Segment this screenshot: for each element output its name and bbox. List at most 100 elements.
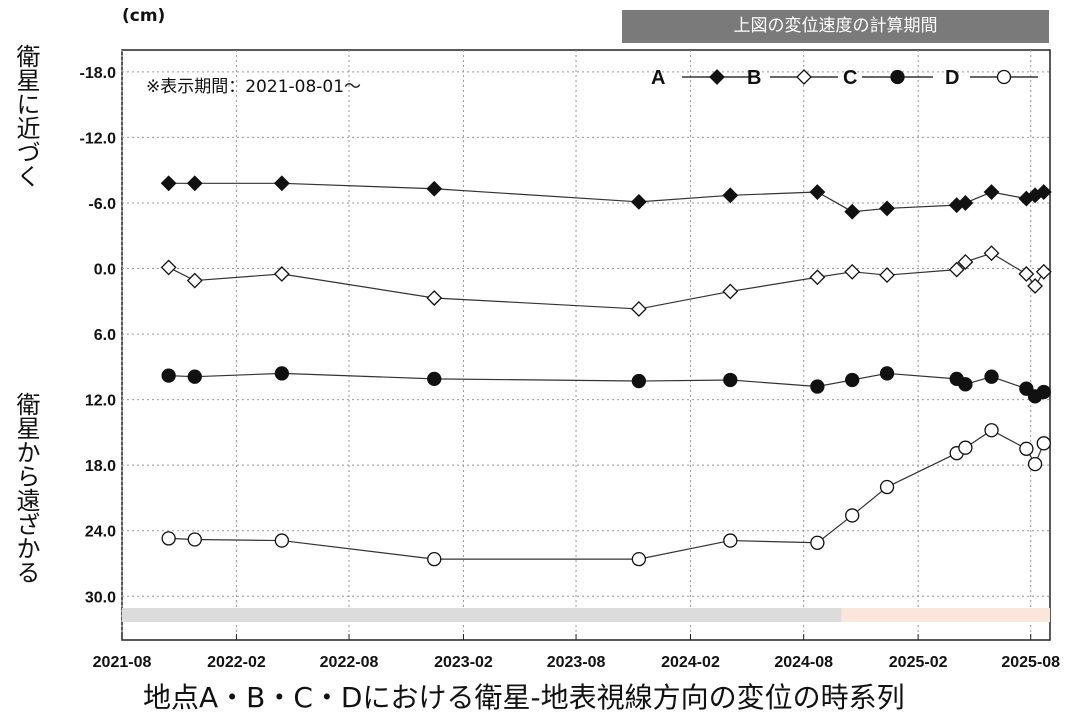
data-point-marker: [810, 379, 825, 394]
data-point-marker: [274, 366, 289, 381]
data-point-marker: [186, 175, 203, 192]
data-point-marker: [161, 368, 176, 383]
chart-caption: 地点A・B・C・Dにおける衛星-地表視線方向の変位の時系列: [143, 681, 905, 714]
y-tick-label: -6.0: [88, 196, 116, 213]
x-tick-label: 2023-08: [547, 654, 606, 671]
x-tick-label: 2022-02: [207, 654, 266, 671]
data-point-marker: [1018, 266, 1035, 282]
data-point-marker: [1036, 436, 1051, 451]
x-tick-label: 2024-02: [661, 654, 720, 671]
plot-frame: [121, 49, 1051, 641]
data-point-marker: [160, 175, 177, 192]
period-bar: [122, 608, 842, 622]
data-point-marker: [996, 69, 1012, 85]
data-point-marker: [984, 423, 999, 438]
series-layer: [160, 175, 1052, 567]
data-point-marker: [809, 184, 826, 200]
x-tick-label: 2025-02: [889, 654, 948, 671]
y-tick-label: -18.0: [80, 65, 117, 82]
data-point-marker: [722, 283, 739, 300]
data-point-marker: [426, 180, 443, 197]
y-axis-label-recede: 衛星から遠ざかる: [12, 392, 40, 584]
axis-ticks: -18.0 -12.0 -6.0 0.0 6.0 12.0 18.0 24.0 30.0 2021…: [80, 65, 1061, 671]
data-point-marker: [1027, 456, 1043, 472]
series-B: [160, 245, 1052, 317]
data-point-marker: [845, 372, 860, 388]
series-line: [168, 182, 1044, 213]
data-point-marker: [957, 254, 974, 270]
data-point-marker: [630, 193, 647, 210]
data-point-marker: [1027, 278, 1043, 294]
data-point-marker: [983, 245, 1000, 262]
data-point-marker: [723, 372, 738, 388]
y-unit-label: (cm): [122, 6, 166, 26]
data-point-marker: [1019, 441, 1034, 456]
data-point-marker: [723, 533, 738, 548]
data-point-marker: [631, 551, 647, 567]
data-point-marker: [879, 267, 895, 283]
legend-label: A: [651, 67, 665, 89]
y-tick-label: 24.0: [85, 524, 116, 541]
data-point-marker: [1035, 184, 1052, 200]
data-point-marker: [879, 479, 895, 495]
x-tick-label: 2021-08: [93, 654, 152, 671]
y-tick-label: -12.0: [80, 130, 117, 147]
data-point-marker: [890, 69, 905, 85]
y-tick-label: 12.0: [85, 393, 116, 410]
series-line: [168, 372, 1045, 398]
data-point-marker: [844, 263, 861, 280]
data-point-marker: [426, 290, 443, 306]
legend-label: D: [945, 67, 959, 89]
y-tick-label: 18.0: [85, 458, 116, 475]
data-point-marker: [879, 366, 895, 381]
series-line: [168, 429, 1045, 560]
data-point-marker: [427, 551, 442, 567]
data-point-marker: [984, 369, 999, 384]
display-period-annotation: ※表示期間：2021-08-01～: [146, 77, 361, 97]
x-tick-label: 2023-02: [434, 654, 493, 671]
data-point-marker: [810, 535, 825, 550]
data-point-marker: [879, 200, 895, 217]
data-point-marker: [983, 184, 1000, 200]
data-point-marker: [845, 508, 860, 523]
data-point-marker: [722, 187, 739, 204]
y-tick-label: 6.0: [94, 327, 116, 344]
period-bars: [122, 608, 1050, 622]
data-point-marker: [630, 301, 647, 317]
data-point-marker: [958, 377, 973, 392]
legend-label: B: [747, 67, 761, 89]
series-line: [168, 252, 1045, 310]
x-tick-label: 2024-08: [774, 654, 833, 671]
y-tick-label: 30.0: [85, 589, 116, 606]
data-point-marker: [187, 369, 202, 384]
data-point-marker: [709, 69, 725, 85]
x-tick-label: 2025-08: [1001, 654, 1060, 671]
data-point-marker: [958, 440, 973, 455]
data-point-marker: [160, 259, 177, 276]
data-point-marker: [273, 175, 290, 192]
series-A: [160, 175, 1052, 220]
data-point-marker: [273, 266, 290, 282]
y-tick-label: 0.0: [94, 262, 116, 279]
data-point-marker: [427, 371, 442, 387]
data-point-marker: [1036, 384, 1051, 400]
period-bar: [841, 608, 1050, 622]
data-point-marker: [187, 532, 202, 547]
data-point-marker: [796, 69, 812, 85]
series-D: [161, 423, 1051, 567]
data-point-marker: [957, 195, 974, 211]
grid-lines: [121, 50, 1050, 640]
legend-label: C: [843, 67, 857, 89]
data-point-marker: [948, 261, 965, 278]
data-point-marker: [186, 272, 203, 289]
legend: A B C D: [651, 67, 1038, 89]
data-point-marker: [809, 269, 826, 286]
y-axis-label-approach: 衛星に近づく: [12, 44, 40, 188]
data-point-marker: [274, 533, 289, 548]
data-point-marker: [161, 531, 176, 546]
calculation-period-label: 上図の変位速度の計算期間: [622, 10, 1049, 43]
series-C: [161, 366, 1051, 404]
x-tick-label: 2022-08: [320, 654, 379, 671]
data-point-marker: [631, 373, 647, 389]
